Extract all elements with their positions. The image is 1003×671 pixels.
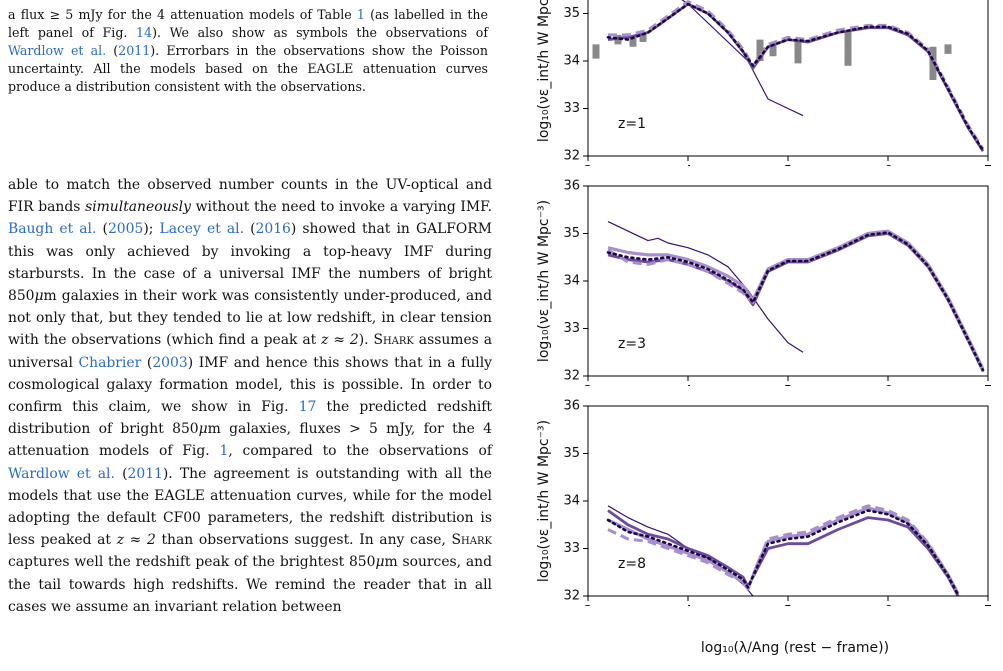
chart-panel-z1: 345673233343536log₁₀(νε_int/h W Mpc⁻³)z=… — [508, 0, 1003, 166]
y-tick-label: 34 — [563, 54, 580, 69]
x-tick-label: 5 — [784, 384, 792, 386]
series-line-thin — [681, 0, 804, 117]
series-line-light — [607, 229, 985, 370]
y-axis-label: log₁₀(νε_int/h W Mpc⁻³) — [536, 200, 552, 362]
y-tick-label: 32 — [563, 369, 580, 384]
x-tick-label: 4 — [684, 384, 692, 386]
x-tick-label: 7 — [984, 384, 992, 386]
caption-text: ( — [106, 43, 119, 58]
y-tick-label: 34 — [563, 494, 580, 509]
emphasis: simultaneously — [85, 199, 191, 216]
table-link[interactable]: 1 — [356, 7, 365, 22]
citation-link[interactable]: Baugh et al. — [8, 221, 97, 238]
axes-frame — [587, 0, 989, 157]
figure-caption: a flux ≥ 5 mJy for the 4 attenuation mod… — [8, 6, 488, 96]
y-axis-label: log₁₀(νε_int/h W Mpc⁻³) — [536, 420, 552, 582]
caption-text: ). We also show as symbols the observati… — [152, 25, 488, 40]
citation-link[interactable]: Wardlow et al. — [8, 465, 115, 482]
x-axis-label: log₁₀(λ/Ang (rest − frame)) — [700, 640, 890, 656]
x-tick-label: 7 — [984, 164, 992, 166]
series-line-thin — [607, 221, 804, 353]
x-tick-label: 4 — [684, 604, 692, 606]
y-tick-label: 33 — [563, 321, 580, 336]
x-tick-label: 7 — [984, 604, 992, 606]
series-line-light — [607, 506, 960, 595]
x-tick-label: 6 — [884, 384, 892, 386]
plot-area — [592, 0, 985, 152]
plot-area — [606, 221, 985, 372]
citation-year-link[interactable]: 2016 — [255, 221, 291, 238]
chart-svg: 345673233343536log₁₀(νε_int/h W Mpc⁻³)z=… — [536, 0, 992, 166]
series-line-thick — [607, 2, 985, 152]
citation-year-link[interactable]: 2005 — [107, 221, 144, 238]
y-tick-label: 36 — [563, 179, 580, 194]
series-line-dotted — [606, 509, 960, 596]
x-tick-label: 3 — [584, 164, 592, 166]
redshift-label: z=1 — [618, 116, 646, 132]
plot-area — [606, 504, 960, 596]
citation-year-link[interactable]: 2011 — [118, 43, 151, 58]
chart-panel-z8: 345673233343536log₁₀(νε_int/h W Mpc⁻³)z=… — [508, 386, 1003, 607]
citation-link[interactable]: Chabrier — [78, 354, 142, 371]
figure-link[interactable]: 14 — [136, 25, 153, 40]
series-line-dotted — [606, 2, 985, 152]
y-tick-label: 35 — [563, 446, 580, 461]
model-name: Shark — [451, 532, 492, 549]
chart-svg: 345673233343536log₁₀(νε_int/h W Mpc⁻³)z=… — [536, 179, 992, 387]
x-tick-label: 6 — [884, 164, 892, 166]
caption-text: (as labelled in the left panel of Fig. — [8, 7, 488, 40]
series-line-dashed — [607, 504, 960, 595]
series-line-dashed — [608, 0, 985, 150]
citation-link[interactable]: Wardlow et al. — [8, 43, 107, 58]
figure-link[interactable]: 17 — [298, 399, 317, 416]
x-tick-label: 6 — [884, 604, 892, 606]
axes-frame — [587, 405, 989, 597]
citation-link[interactable]: Lacey et al. — [159, 221, 245, 238]
y-tick-label: 32 — [563, 589, 580, 604]
series-line-thick — [607, 509, 960, 596]
chart-panel-z3: 345673233343536log₁₀(νε_int/h W Mpc⁻³)z=… — [508, 166, 1003, 387]
y-tick-label: 33 — [563, 541, 580, 556]
axes-frame — [587, 185, 989, 377]
redshift-label: z=8 — [618, 556, 646, 572]
redshift-label: z=3 — [618, 336, 646, 352]
x-tick-label: 5 — [784, 164, 792, 166]
caption-text: ). Errorbars in the observations show th… — [8, 43, 489, 94]
citation-year-link[interactable]: 2003 — [152, 354, 188, 371]
x-tick-label: 5 — [784, 604, 792, 606]
series-line-dotted — [606, 231, 985, 372]
y-tick-label: 33 — [563, 101, 580, 116]
series-line-dashed — [607, 231, 985, 371]
y-tick-label: 35 — [563, 6, 580, 21]
y-tick-label: 36 — [563, 399, 580, 414]
citation-year-link[interactable]: 2011 — [127, 465, 163, 482]
x-tick-label: 3 — [584, 384, 592, 386]
body-paragraph: able to match the observed number counts… — [8, 177, 493, 615]
y-axis-label: log₁₀(νε_int/h W Mpc⁻³) — [536, 0, 552, 142]
y-tick-label: 34 — [563, 274, 580, 289]
x-tick-label: 3 — [584, 604, 592, 606]
figure-link[interactable]: 1 — [219, 443, 229, 460]
chart-svg: 345673233343536log₁₀(νε_int/h W Mpc⁻³)z=… — [536, 399, 992, 607]
caption-text: a flux ≥ 5 mJy for the 4 attenuation mod… — [8, 7, 357, 22]
y-tick-label: 32 — [563, 149, 580, 164]
x-tick-label: 4 — [684, 164, 692, 166]
model-name: Shark — [373, 332, 414, 349]
y-tick-label: 35 — [563, 226, 580, 241]
